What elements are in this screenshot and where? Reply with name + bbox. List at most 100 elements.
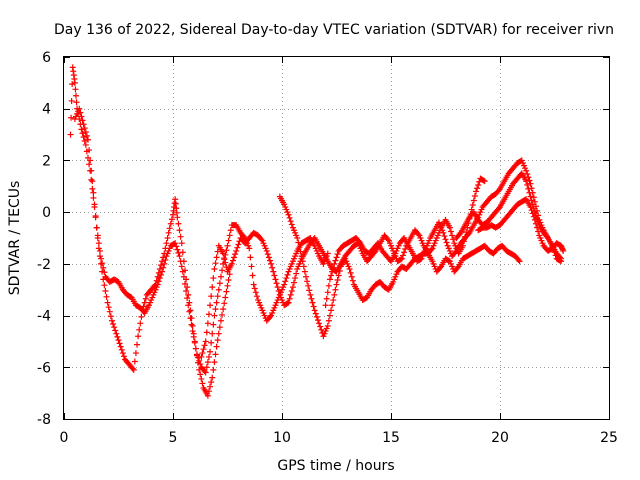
data-point-marker — [80, 121, 87, 128]
data-point-marker — [310, 303, 317, 310]
data-point-marker — [209, 330, 216, 337]
data-point-marker — [529, 210, 536, 217]
data-point-marker — [524, 171, 531, 178]
data-point-marker — [211, 266, 218, 273]
data-point-marker — [99, 260, 106, 267]
data-point-marker — [205, 353, 212, 360]
data-point-marker — [532, 220, 539, 227]
data-point-marker — [92, 213, 99, 220]
data-point-marker — [166, 225, 173, 232]
data-point-marker — [530, 194, 537, 201]
data-point-marker — [288, 288, 295, 295]
data-point-marker — [129, 365, 136, 372]
data-point-marker — [100, 264, 107, 271]
data-point-marker — [163, 240, 170, 247]
y-tick-labels: -8 -6 -4 -2 0 2 4 6 — [37, 50, 51, 428]
data-point-marker — [106, 308, 113, 315]
data-point-marker — [180, 273, 187, 280]
data-point-marker — [197, 371, 204, 378]
data-point-marker — [516, 258, 523, 265]
data-point-marker — [184, 284, 191, 291]
data-point-marker — [116, 340, 123, 347]
data-point-marker — [398, 255, 405, 262]
data-point-marker — [481, 178, 488, 185]
data-point-marker — [155, 278, 162, 285]
data-point-marker — [175, 249, 182, 256]
plot-frame — [63, 56, 610, 420]
data-point-marker — [347, 269, 354, 276]
data-point-marker — [293, 270, 300, 277]
data-point-marker — [117, 343, 124, 350]
data-point-marker — [68, 114, 75, 121]
data-point-marker — [207, 302, 214, 309]
data-point-marker — [250, 281, 257, 288]
data-point-marker — [331, 260, 338, 267]
data-point-marker — [454, 264, 461, 271]
data-point-marker — [110, 320, 117, 327]
data-point-marker — [205, 388, 212, 395]
data-point-marker — [286, 295, 293, 302]
data-point-marker — [159, 268, 166, 275]
data-point-marker — [469, 202, 476, 209]
data-point-marker — [215, 330, 222, 337]
data-point-marker — [551, 249, 558, 256]
data-point-marker — [268, 260, 275, 267]
data-point-marker — [324, 322, 331, 329]
data-point-marker — [265, 254, 272, 261]
data-point-marker — [326, 276, 333, 283]
data-point-marker — [90, 189, 97, 196]
x-tick-label: 0 — [60, 430, 69, 446]
data-point-marker — [81, 138, 88, 145]
data-point-marker — [401, 249, 408, 256]
data-point-marker — [222, 259, 229, 266]
data-point-marker — [443, 239, 450, 246]
data-point-marker — [201, 342, 208, 349]
data-point-marker — [329, 302, 336, 309]
data-point-marker — [270, 268, 277, 275]
data-point-marker — [135, 333, 142, 340]
data-point-marker — [326, 312, 333, 319]
data-point-marker — [284, 271, 291, 278]
data-point-marker — [324, 289, 331, 296]
data-point-marker — [204, 392, 211, 399]
data-point-marker — [267, 257, 274, 264]
data-point-marker — [79, 130, 86, 137]
data-point-marker — [162, 256, 169, 263]
data-point-marker — [330, 297, 337, 304]
data-point-marker — [332, 257, 339, 264]
data-point-marker — [336, 267, 343, 274]
data-point-marker — [329, 268, 336, 275]
data-point-marker — [290, 279, 297, 286]
data-point-marker — [249, 272, 256, 279]
data-point-marker — [158, 271, 165, 278]
data-point-marker — [213, 299, 220, 306]
data-point-marker — [141, 299, 148, 306]
data-point-marker — [191, 339, 198, 346]
y-tick-label: -8 — [37, 412, 51, 428]
data-point-marker — [264, 251, 271, 258]
data-point-marker — [300, 263, 307, 270]
data-point-marker — [316, 320, 323, 327]
data-point-marker — [309, 299, 316, 306]
data-point-marker — [189, 322, 196, 329]
data-point-marker — [210, 321, 217, 328]
series-track-4 — [276, 193, 523, 340]
data-point-marker — [207, 383, 214, 390]
y-tick-label: 2 — [42, 153, 51, 169]
data-point-marker — [77, 109, 84, 116]
data-point-marker — [313, 313, 320, 320]
data-point-marker — [78, 113, 85, 120]
data-point-marker — [216, 324, 223, 331]
data-point-marker — [210, 366, 217, 373]
data-points — [67, 64, 567, 399]
data-point-marker — [131, 358, 138, 365]
data-point-marker — [119, 350, 126, 357]
data-point-marker — [528, 197, 535, 204]
data-point-marker — [227, 227, 234, 234]
x-tick-labels: 0 5 10 15 20 25 — [60, 430, 618, 446]
data-point-marker — [88, 176, 95, 183]
data-point-marker — [82, 141, 89, 148]
data-point-marker — [203, 329, 210, 336]
data-point-marker — [523, 178, 530, 185]
data-point-marker — [332, 286, 339, 293]
